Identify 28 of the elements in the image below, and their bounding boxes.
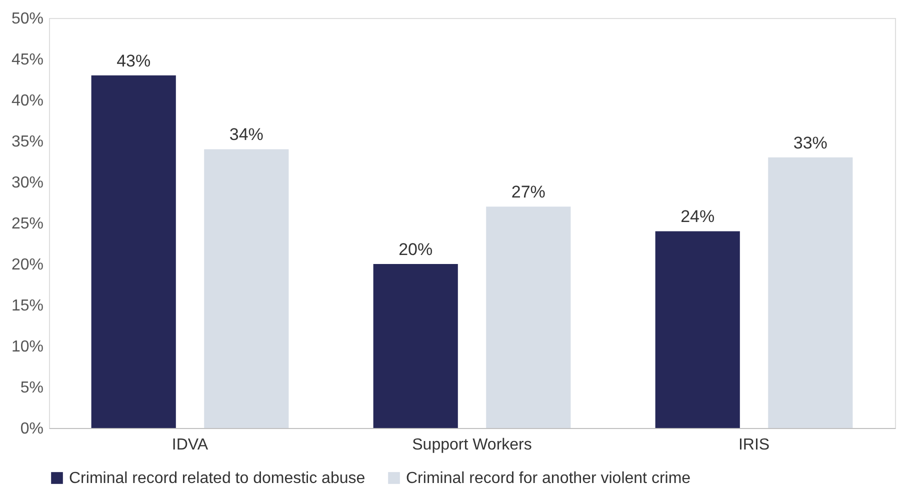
bar [768,157,853,428]
y-tick-label: 35% [11,134,44,150]
y-tick-label: 5% [20,380,44,396]
y-tick-label: 20% [11,256,44,274]
data-label: 27% [511,182,546,202]
y-tick-label: 50% [11,10,44,28]
data-label: 24% [680,207,715,226]
x-tick-label: IRIS [738,436,770,454]
data-label: 43% [116,51,151,70]
y-tick-label: 30% [11,174,44,192]
legend-label: Criminal record for another violent crime [406,470,691,487]
legend-label: Criminal record related to domestic abuse [69,470,366,487]
bar [373,264,458,428]
bar [204,149,289,428]
bar [91,75,176,428]
bar [655,231,740,428]
y-tick-label: 0% [20,420,44,438]
y-tick-label: 10% [11,338,44,356]
y-tick-label: 40% [11,92,44,110]
bar [486,206,571,428]
x-tick-label: IDVA [172,436,208,454]
data-label: 20% [398,240,433,259]
data-label: 33% [793,133,828,152]
y-tick-label: 45% [11,52,44,68]
y-tick-label: 15% [11,298,44,314]
data-label: 34% [229,125,264,144]
y-tick-label: 25% [11,216,44,232]
x-tick-label: Support Workers [412,436,532,454]
